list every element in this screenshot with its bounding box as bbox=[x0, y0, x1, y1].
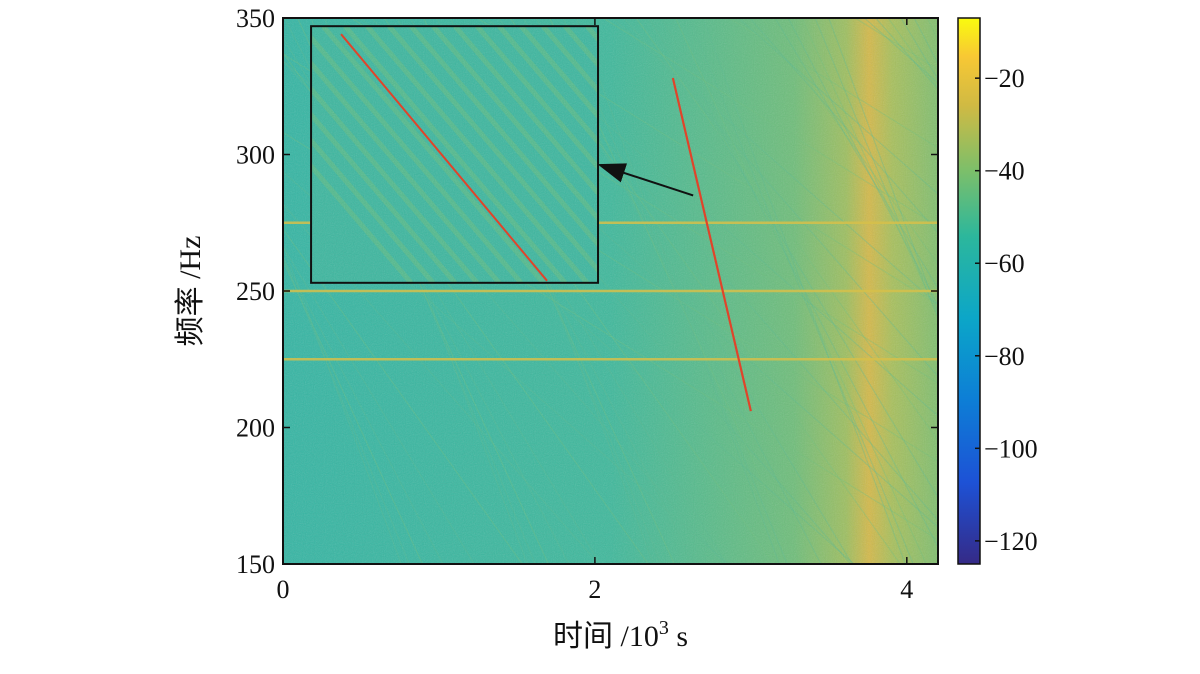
x-axis-title-suffix: s bbox=[669, 620, 688, 653]
red-track-line bbox=[671, 77, 752, 412]
chirp-streak bbox=[1035, 8, 1200, 574]
colorbar: −20 −40 −60 −80 −100 −120 bbox=[957, 17, 1038, 565]
plot-area bbox=[282, 8, 1200, 574]
y-tick-label: 300 bbox=[236, 141, 275, 170]
inset-frame bbox=[310, 25, 600, 284]
y-tick-label: 350 bbox=[236, 4, 275, 33]
y-tick-label: 150 bbox=[236, 550, 275, 579]
x-tick-label: 4 bbox=[900, 575, 913, 604]
chirp-streak bbox=[1007, 8, 1200, 574]
chirp-streak bbox=[951, 8, 1161, 574]
y-tick-label: 200 bbox=[236, 414, 275, 443]
inset-noise-texture bbox=[311, 26, 599, 283]
colorbar-bar bbox=[957, 17, 981, 565]
x-axis-title-prefix: 时间 /10 bbox=[553, 620, 659, 653]
inset-red-line bbox=[340, 33, 548, 282]
colorbar-tick-label: −120 bbox=[984, 527, 1038, 556]
chirp-streak bbox=[1049, 8, 1200, 574]
x-axis: 0 2 4 bbox=[277, 18, 913, 604]
y-axis: 150 200 250 300 350 bbox=[236, 4, 938, 579]
chirp-streak bbox=[1021, 8, 1200, 574]
x-axis-title: 时间 /103 s bbox=[553, 617, 688, 653]
colorbar-tick-label: −100 bbox=[984, 434, 1038, 463]
x-tick-label: 2 bbox=[588, 575, 601, 604]
colorbar-tick-label: −40 bbox=[984, 157, 1025, 186]
y-tick-label: 250 bbox=[236, 277, 275, 306]
chirp-streak bbox=[900, 18, 938, 81]
y-axis-title: 频率 /Hz bbox=[174, 236, 207, 347]
colorbar-tick-label: −60 bbox=[984, 249, 1025, 278]
x-tick-label: 0 bbox=[277, 575, 290, 604]
inset bbox=[310, 25, 600, 284]
colorbar-tick-label: −20 bbox=[984, 64, 1025, 93]
arrow bbox=[597, 163, 694, 197]
chirp-streak bbox=[913, 18, 938, 65]
colorbar-tick-label: −80 bbox=[984, 342, 1025, 371]
x-axis-title-exponent: 3 bbox=[659, 617, 669, 639]
colorbar-ticks: −20 −40 −60 −80 −100 −120 bbox=[975, 64, 1038, 556]
